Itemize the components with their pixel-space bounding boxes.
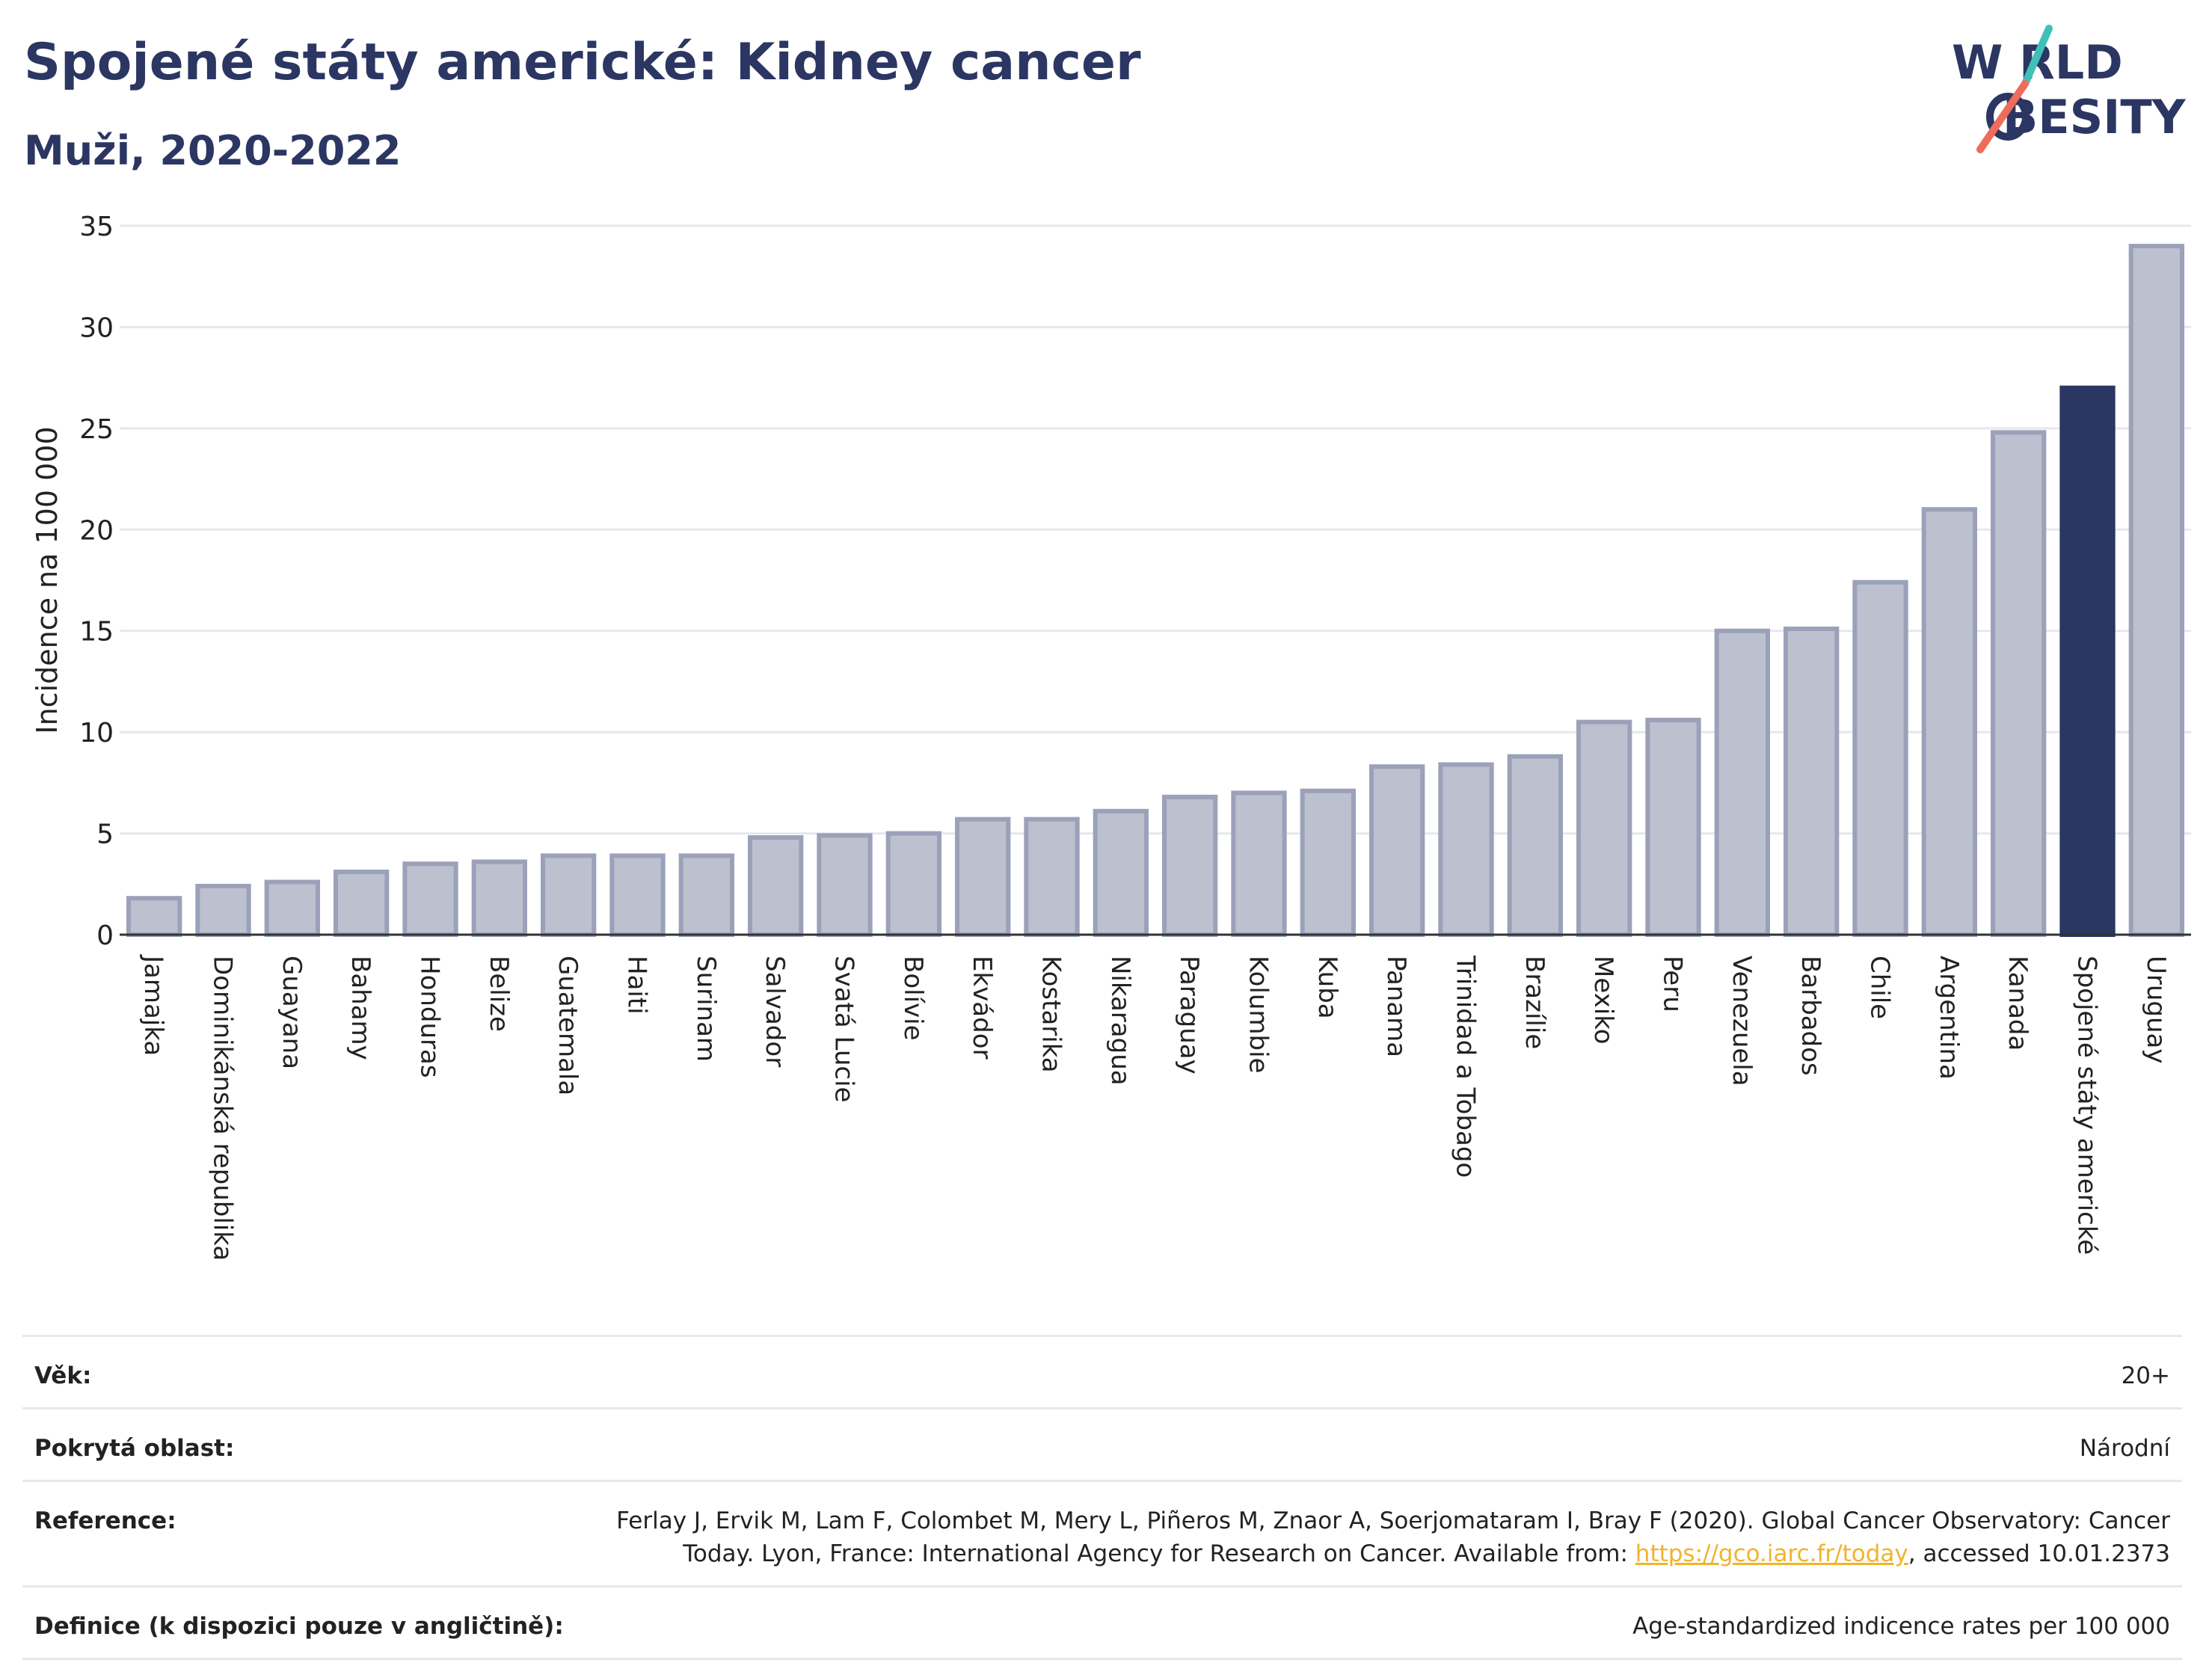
x-tick-label: Panama xyxy=(1381,956,1411,1057)
info-row-definition: Definice (k dispozici pouze v angličtině… xyxy=(22,1585,2182,1660)
x-tick-label: Surinam xyxy=(691,956,721,1062)
bar xyxy=(1852,580,1908,937)
bar xyxy=(195,883,251,937)
y-tick-label: 20 xyxy=(79,515,114,546)
bar xyxy=(885,831,941,937)
bar xyxy=(1300,788,1356,937)
info-label-reference: Reference: xyxy=(34,1507,176,1534)
bar xyxy=(1507,754,1563,937)
info-value-reference: Ferlay J, Ervik M, Lam F, Colombet M, Me… xyxy=(206,1504,2170,1570)
bar xyxy=(1991,430,2047,937)
info-label-definition: Definice (k dispozici pouze v angličtině… xyxy=(34,1613,564,1640)
bar xyxy=(1784,627,1840,938)
x-tick-label: Peru xyxy=(1658,956,1688,1012)
x-tick-label: Ekvádor xyxy=(967,956,997,1060)
y-tick-label: 0 xyxy=(96,920,114,951)
info-label-coverage: Pokrytá oblast: xyxy=(34,1435,235,1462)
reference-line2-post: , accessed 10.01.2373 xyxy=(1908,1540,2170,1567)
info-table: Věk: 20+ Pokrytá oblast: Národní Referen… xyxy=(22,1335,2182,1660)
info-value-coverage: Národní xyxy=(2079,1435,2170,1462)
logo-line2: BESITY xyxy=(2003,90,2187,144)
info-row-age: Věk: 20+ xyxy=(22,1335,2182,1407)
x-tick-label: Brazílie xyxy=(1520,956,1549,1049)
x-tick-label: Honduras xyxy=(415,956,445,1078)
y-tick-label: 35 xyxy=(79,212,114,242)
x-tick-label: Kostarika xyxy=(1036,956,1066,1073)
x-tick-label: Jamajka xyxy=(138,954,168,1056)
x-tick-label: Bahamy xyxy=(345,956,375,1060)
x-tick-label: Nikaragua xyxy=(1105,956,1135,1086)
bar xyxy=(2128,244,2184,938)
bar-chart: 0 5 10 15 20 25 30 35 Jamajka Dominikánská repub… xyxy=(31,212,2191,1261)
page-title: Spojené státy americké: Kidney cancer xyxy=(24,33,1141,92)
bar xyxy=(402,861,458,937)
x-tick-label: Spojené státy americké xyxy=(2072,956,2102,1255)
x-tick-label: Trinidad a Tobago xyxy=(1451,955,1481,1178)
y-axis-ticks: 0 5 10 15 20 25 30 35 xyxy=(79,212,114,951)
bar xyxy=(609,853,666,938)
reference-link[interactable]: https://gco.iarc.fr/today xyxy=(1635,1540,1908,1567)
bar xyxy=(1714,628,1770,937)
world-obesity-logo: W RLD BESITY xyxy=(1952,25,2187,153)
info-row-coverage: Pokrytá oblast: Národní xyxy=(22,1407,2182,1480)
info-value-definition: Age-standardized indicence rates per 100… xyxy=(1632,1613,2170,1640)
bar xyxy=(1645,717,1701,937)
x-tick-label: Argentina xyxy=(1934,956,1964,1080)
bar xyxy=(955,817,1011,938)
bar xyxy=(1921,507,1977,937)
logo-slash-coral-icon xyxy=(1976,80,2029,153)
y-tick-label: 10 xyxy=(79,718,114,748)
x-tick-label: Guayana xyxy=(277,956,307,1069)
y-axis-label: Incidence na 100 000 xyxy=(31,426,64,734)
x-tick-label: Svatá Lucie xyxy=(829,956,859,1102)
x-tick-label: Salvador xyxy=(760,956,790,1067)
x-tick-label: Barbados xyxy=(1795,956,1825,1076)
bar-highlight xyxy=(2059,385,2116,937)
bar xyxy=(1576,719,1632,937)
bar xyxy=(1162,794,1218,937)
bar xyxy=(1369,764,1425,938)
x-tick-label: Venezuela xyxy=(1727,956,1757,1086)
y-tick-label: 30 xyxy=(79,313,114,343)
x-tick-label: Kolumbie xyxy=(1244,956,1274,1073)
bar xyxy=(471,859,527,938)
x-tick-label: Bolívie xyxy=(898,956,928,1041)
x-tick-label: Guatemala xyxy=(553,956,583,1095)
x-tick-label: Uruguay xyxy=(2141,956,2171,1064)
bar xyxy=(1093,808,1149,937)
x-tick-label: Chile xyxy=(1865,956,1895,1019)
reference-line1: Ferlay J, Ervik M, Lam F, Colombet M, Me… xyxy=(616,1507,2170,1534)
y-tick-label: 5 xyxy=(96,820,114,850)
page-subtitle: Muži, 2020-2022 xyxy=(24,127,402,174)
x-axis-labels: Jamajka Dominikánská republika Guayana Baha… xyxy=(138,954,2171,1261)
bar xyxy=(678,853,734,938)
logo-slash-teal-icon xyxy=(2021,25,2053,87)
reference-line2-pre: Today. Lyon, France: International Agenc… xyxy=(683,1540,1635,1567)
info-label-age: Věk: xyxy=(34,1362,92,1389)
x-tick-label: Kuba xyxy=(1312,956,1342,1019)
x-tick-label: Mexiko xyxy=(1588,956,1618,1045)
y-tick-label: 15 xyxy=(79,617,114,648)
bar xyxy=(1438,762,1494,937)
y-tick-label: 25 xyxy=(79,414,114,445)
x-tick-label: Paraguay xyxy=(1174,956,1204,1075)
x-tick-label: Haiti xyxy=(622,956,652,1015)
bar xyxy=(126,896,182,938)
x-tick-label: Kanada xyxy=(2003,956,2033,1051)
bar xyxy=(541,853,597,938)
logo-o-ring xyxy=(1986,93,2030,141)
bar xyxy=(334,870,390,938)
info-row-reference: Reference: Ferlay J, Ervik M, Lam F, Col… xyxy=(22,1480,2182,1585)
x-tick-label: Dominikánská republika xyxy=(208,956,238,1261)
bar xyxy=(1024,817,1080,938)
bars xyxy=(126,244,2184,938)
bar xyxy=(1231,790,1287,938)
x-tick-label: Belize xyxy=(484,956,514,1032)
bar xyxy=(748,834,804,937)
bar xyxy=(817,833,873,938)
bar xyxy=(264,879,320,938)
gridlines xyxy=(120,224,2191,835)
info-value-age: 20+ xyxy=(2121,1362,2170,1389)
